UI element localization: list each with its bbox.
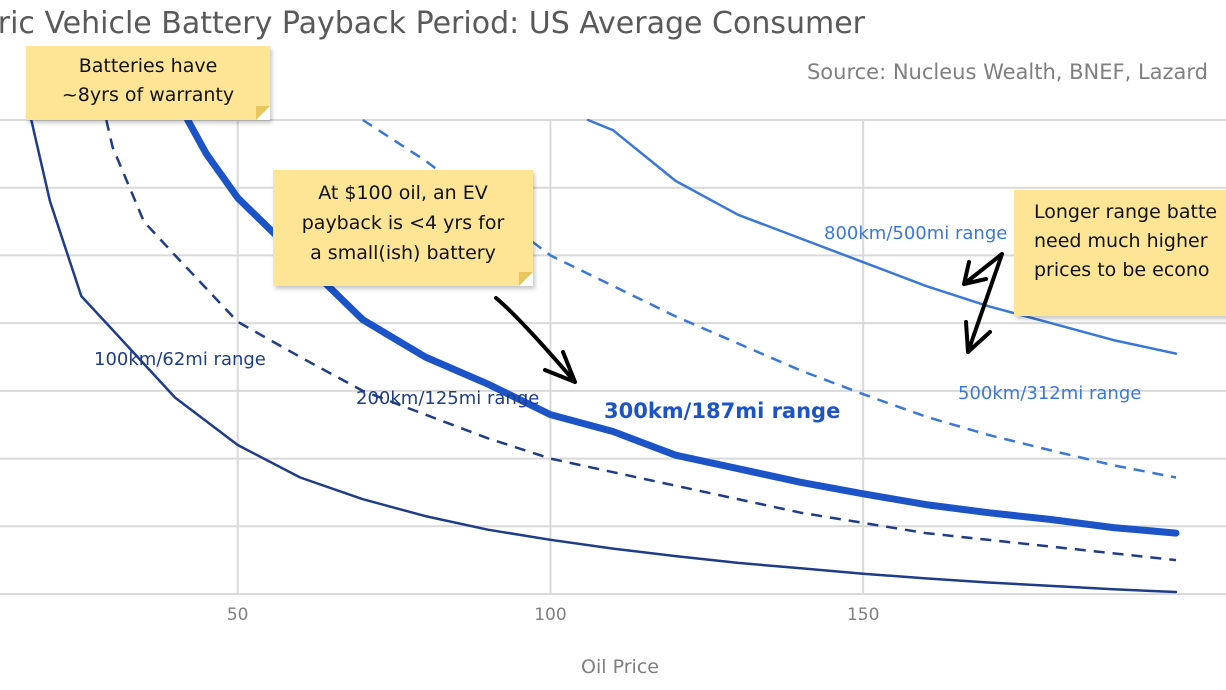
series-label: 300km/187mi range [604, 399, 840, 423]
x-tick-label: 100 [534, 605, 566, 625]
x-tick-label: 150 [847, 605, 879, 625]
arrow-to-800km-line [962, 252, 1004, 286]
x-tick-label: 50 [227, 605, 249, 625]
series-line-800km [586, 118, 1178, 355]
series-label: 100km/62mi range [94, 349, 266, 370]
chart-title: tric Vehicle Battery Payback Period: US … [0, 6, 865, 41]
chart-source: Source: Nucleus Wealth, BNEF, Lazard [806, 60, 1208, 84]
warranty-note: Batteries have ~8yrs of warranty [26, 46, 270, 120]
series-labels: 100km/62mi range 200km/125mi range 300km/1… [94, 223, 1141, 423]
x-tick-labels: 50 100 150 [227, 605, 880, 625]
series-label: 500km/312mi range [958, 383, 1141, 404]
x-axis-label: Oil Price [581, 656, 659, 678]
grid-lines [0, 119, 1226, 595]
annotation-arrows [494, 252, 1004, 384]
series-line-100km [30, 118, 1178, 594]
series-label: 200km/125mi range [356, 388, 539, 409]
arrow-to-300km-line [494, 296, 577, 384]
arrow-to-500km-line [964, 252, 1004, 354]
longer-range-note: Longer range batte need much higher pric… [1014, 190, 1226, 316]
payback-note: At $100 oil, an EV payback is <4 yrs for… [273, 170, 533, 286]
series-line-200km [105, 119, 1177, 562]
series-label: 800km/500mi range [824, 223, 1007, 244]
